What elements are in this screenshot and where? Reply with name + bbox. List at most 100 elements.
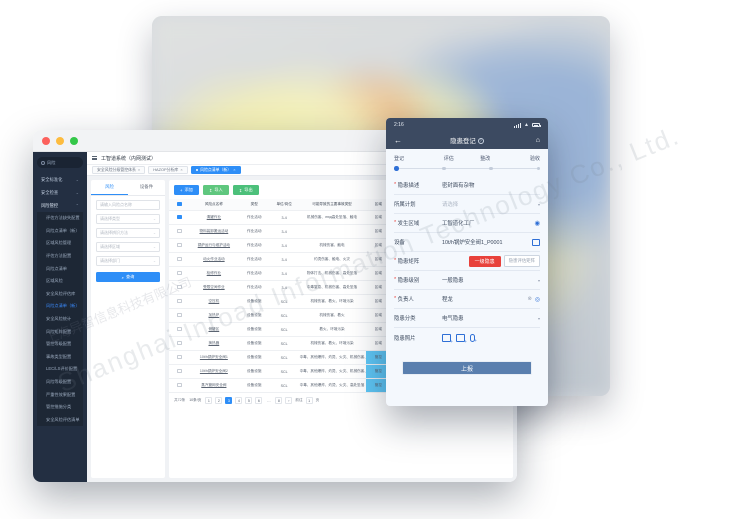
sidebar-item-15[interactable]: 管控措施分类: [37, 400, 83, 414]
close-icon[interactable]: [42, 136, 50, 145]
row-checkbox-cell[interactable]: [169, 350, 190, 366]
sidebar-item-10[interactable]: 管控等级配置: [37, 337, 83, 351]
page-6[interactable]: 6: [255, 397, 263, 405]
field-description[interactable]: * 隐患描述 密封面有杂物: [394, 176, 540, 195]
video-add-icon[interactable]: [456, 333, 467, 344]
step-node-3[interactable]: [536, 166, 540, 171]
cell-risk-name[interactable]: 清罐作业: [189, 210, 238, 226]
goto-input[interactable]: 1: [305, 397, 313, 405]
sidebar-item-1[interactable]: 风险点清单（新）: [37, 224, 83, 238]
sidebar-item-13[interactable]: 风险等级配置: [37, 375, 83, 389]
cell-risk-name[interactable]: 动火作业活动: [189, 252, 238, 268]
field-area[interactable]: * 发生区域 工智道化工厂 ◉: [394, 214, 540, 233]
checkbox-icon[interactable]: [177, 271, 182, 276]
cell-risk-name[interactable]: 储罐区: [189, 322, 238, 338]
photo-add-icon[interactable]: [442, 333, 453, 344]
user-pick-icon[interactable]: ◎: [534, 296, 540, 303]
close-icon[interactable]: ×: [137, 167, 141, 173]
row-checkbox-cell[interactable]: [169, 336, 190, 352]
filter-select-type[interactable]: 请选择类型 ⌄: [96, 214, 160, 224]
checkbox-icon[interactable]: [177, 341, 182, 346]
field-plan[interactable]: 所属计划 请选择 ▾: [394, 195, 540, 214]
row-checkbox-cell[interactable]: [169, 308, 190, 324]
add-button[interactable]: + 添加: [174, 185, 199, 195]
next-page-icon[interactable]: ›: [285, 397, 293, 405]
row-checkbox-cell[interactable]: [169, 238, 190, 254]
search-button[interactable]: ⌕ 查询: [96, 272, 160, 282]
close-icon[interactable]: ×: [233, 167, 236, 173]
sidebar-item-9[interactable]: 风险矩阵配置: [37, 325, 83, 338]
question-circle-icon[interactable]: ?: [477, 137, 484, 144]
home-icon[interactable]: ⌂: [535, 137, 540, 144]
import-button[interactable]: ↥ 导入: [202, 185, 229, 195]
step-node-1[interactable]: [442, 166, 446, 171]
audio-add-icon[interactable]: [470, 333, 477, 343]
sidebar-item-7-active[interactable]: 风险点清单（新）: [37, 300, 83, 313]
sidebar-item-6[interactable]: 安全风险评估库: [37, 287, 83, 301]
sidebar-search[interactable]: 风险: [37, 157, 83, 168]
scan-icon[interactable]: [532, 238, 540, 246]
filter-tab-equipment[interactable]: 设备件: [139, 184, 154, 189]
cell-risk-name[interactable]: 受限空间作业: [189, 280, 238, 296]
tab-1[interactable]: HAZOP分析库 ×: [148, 166, 188, 174]
row-checkbox-cell[interactable]: [169, 280, 190, 296]
checkbox-icon[interactable]: [177, 383, 182, 388]
page-size-select[interactable]: 10条/页: [189, 398, 202, 403]
checkbox-icon[interactable]: [177, 327, 182, 332]
filter-input-name[interactable]: 请输入风险点名称: [96, 200, 160, 210]
row-checkbox-cell[interactable]: [169, 224, 190, 240]
checkbox-icon[interactable]: [177, 257, 182, 262]
sidebar-group-0[interactable]: 安全标准化 ⌄: [37, 173, 83, 186]
submit-button[interactable]: 上报: [402, 361, 532, 375]
cell-risk-name[interactable]: 锅炉运行与维护活动: [189, 238, 238, 254]
minimize-icon[interactable]: [56, 136, 64, 145]
field-photos[interactable]: 隐患照片: [394, 328, 540, 347]
back-arrow-icon[interactable]: ←: [394, 136, 402, 145]
field-matrix[interactable]: * 隐患矩阵 一级隐患 隐患评估矩阵: [394, 252, 540, 271]
checkbox-icon[interactable]: [177, 243, 182, 248]
page-3-current[interactable]: 3: [225, 397, 233, 405]
checkbox-icon[interactable]: [177, 215, 182, 220]
sidebar-item-0[interactable]: 评估方法缺失配置: [37, 212, 83, 225]
filter-select-department[interactable]: 请选择部门 ⌄: [96, 256, 160, 266]
step-node-2[interactable]: [489, 166, 493, 171]
cell-risk-name[interactable]: 换热器: [189, 336, 238, 352]
row-checkbox-cell[interactable]: [169, 210, 190, 226]
map-pin-icon[interactable]: ◉: [534, 220, 540, 227]
sidebar-group-2[interactable]: 风险管控 ⌃: [37, 199, 83, 212]
row-checkbox-cell[interactable]: [169, 364, 190, 380]
filter-tab-risk[interactable]: 风险: [91, 180, 128, 195]
checkbox-icon[interactable]: [177, 229, 182, 234]
checkbox-icon[interactable]: [177, 202, 182, 207]
maximize-icon[interactable]: [70, 136, 78, 145]
cell-risk-name[interactable]: 10t/h锅炉安全阀2: [189, 364, 238, 380]
filter-select-area[interactable]: 请选择区域 ⌄: [96, 242, 160, 252]
page-8[interactable]: 8: [275, 397, 283, 405]
cell-risk-name[interactable]: 空压机: [189, 294, 238, 310]
sidebar-item-2[interactable]: 区域风险管理: [37, 237, 83, 250]
tab-2-active[interactable]: 风险点清单（新） ×: [190, 166, 241, 174]
checkbox-icon[interactable]: [177, 355, 182, 360]
cell-risk-name[interactable]: 蒸汽管网安全阀: [189, 378, 238, 394]
sidebar-item-8[interactable]: 安全风险统计: [37, 312, 83, 326]
close-icon[interactable]: ×: [180, 167, 183, 173]
clear-icon[interactable]: ⊗: [527, 296, 532, 302]
cell-risk-name[interactable]: 检修作业: [189, 266, 238, 282]
row-checkbox-cell[interactable]: [169, 266, 190, 282]
step-node-0-active[interactable]: [394, 166, 399, 171]
field-category[interactable]: 隐患分类 电气隐患 ▾: [394, 309, 540, 328]
field-owner[interactable]: * 负责人 程龙 ⊗ ◎: [394, 290, 540, 309]
row-checkbox-cell[interactable]: [169, 378, 190, 394]
sidebar-item-16[interactable]: 安全风险评估清单: [37, 413, 83, 427]
sidebar-item-4[interactable]: 风险点清单: [37, 262, 83, 275]
matrix-level-badge[interactable]: 一级隐患: [468, 255, 501, 267]
cell-risk-name[interactable]: 加热炉: [189, 308, 238, 324]
sidebar-item-5[interactable]: 区域风险: [37, 274, 83, 288]
sidebar-group-1[interactable]: 安全检查 ⌄: [37, 186, 83, 199]
cell-risk-name[interactable]: 10t/h锅炉安全阀1: [189, 350, 238, 366]
page-5[interactable]: 5: [245, 397, 253, 405]
sidebar-item-12[interactable]: LEC/LS评价配置: [37, 363, 83, 376]
checkbox-icon[interactable]: [177, 369, 182, 374]
sidebar-item-11[interactable]: 事故类型配置: [37, 350, 83, 364]
page-1[interactable]: 1: [205, 397, 213, 405]
